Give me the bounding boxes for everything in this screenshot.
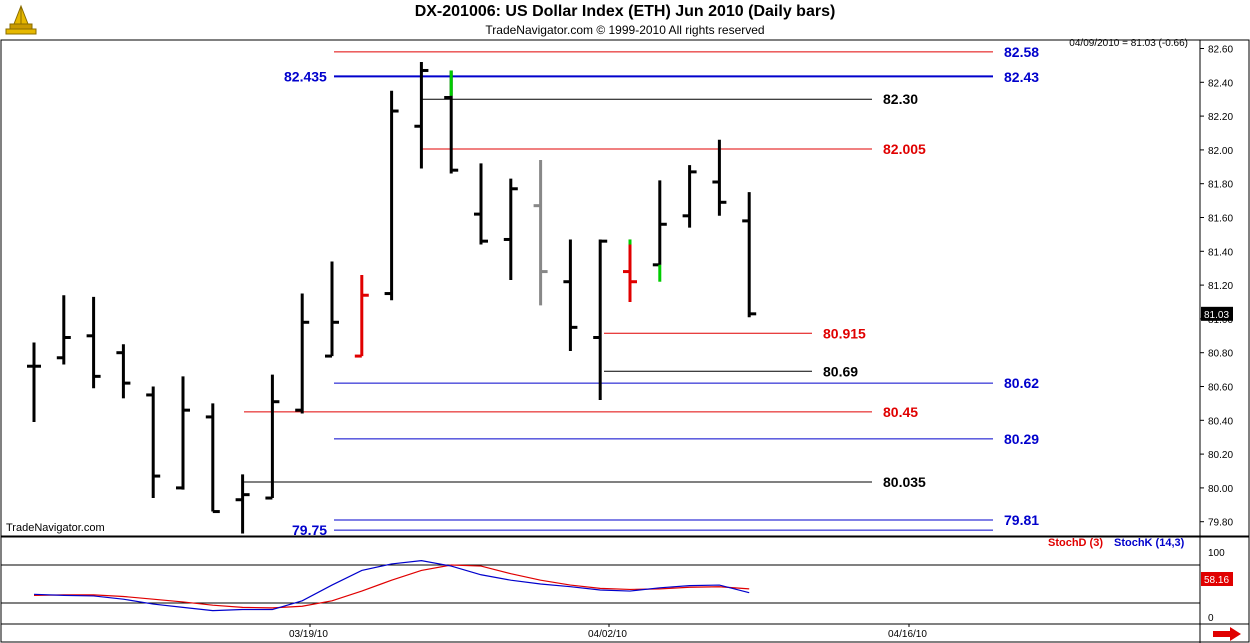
ohlc-bar: [593, 239, 608, 401]
ohlc-bar: [56, 295, 71, 365]
ohlc-bar: [265, 374, 280, 500]
price-axis-tick-label: 81.20: [1208, 281, 1233, 292]
ohlc-bar: [652, 180, 667, 282]
price-axis-tick-label: 81.80: [1208, 180, 1233, 191]
ohlc-bar: [712, 139, 727, 216]
chart-subtitle: TradeNavigator.com © 1999-2010 All right…: [485, 23, 765, 37]
ohlc-bar: [27, 342, 41, 422]
chart-header: DX-201006: US Dollar Index (ETH) Jun 201…: [0, 0, 1250, 40]
stoch-axis-label-100: 100: [1208, 548, 1225, 559]
ohlc-bar: [414, 62, 429, 169]
ohlc-bar: [116, 344, 131, 399]
ohlc-bar: [235, 474, 250, 534]
price-axis-tick-label: 80.00: [1208, 484, 1233, 495]
ohlc-bar: [444, 70, 459, 174]
scroll-right-arrow-icon[interactable]: [1212, 627, 1242, 641]
ohlc-bar: [563, 239, 578, 352]
price-axis-tick-label: 80.60: [1208, 383, 1233, 394]
price-axis-tick-label: 80.40: [1208, 416, 1233, 427]
ohlc-bar: [682, 165, 697, 228]
date-axis-label: 04/16/10: [888, 629, 927, 640]
price-level-label: 80.915: [823, 325, 866, 341]
price-axis-tick-label: 82.40: [1208, 78, 1233, 89]
ohlc-bar: [86, 296, 101, 389]
last-price-label: 81.03: [1204, 310, 1229, 321]
date-axis-frame: [0, 623, 1250, 643]
date-axis-label: 04/02/10: [588, 629, 627, 640]
date-axis-label: 03/19/10: [289, 629, 328, 640]
price-level-label: 80.45: [883, 404, 918, 420]
price-level-label: 80.29: [1004, 431, 1039, 447]
price-level-label: 82.435: [284, 68, 327, 84]
watermark-text: TradeNavigator.com: [6, 522, 105, 534]
tradenavigator-logo-icon: [5, 4, 37, 35]
stoch-d-line: [33, 564, 750, 609]
stoch-axis-label-0: 0: [1208, 613, 1214, 624]
price-level-label: 80.69: [823, 363, 858, 379]
price-axis-tick-label: 79.80: [1208, 518, 1233, 529]
price-axis-tick-label: 81.60: [1208, 214, 1233, 225]
chart-title: DX-201006: US Dollar Index (ETH) Jun 201…: [414, 3, 836, 20]
stoch-last-value-label: 58.16: [1204, 575, 1229, 586]
price-axis-tick-label: 80.20: [1208, 450, 1233, 461]
last-price-status: 04/09/2010 = 81.03 (-0.66): [1069, 38, 1188, 49]
price-level-label: 80.62: [1004, 375, 1039, 391]
price-axis-tick-label: 82.20: [1208, 112, 1233, 123]
price-axis-tick-label: 82.00: [1208, 146, 1233, 157]
stoch-panel-frame: [0, 536, 1250, 625]
price-level-label: 79.81: [1004, 512, 1039, 528]
price-axis-tick-label: 82.60: [1208, 45, 1233, 56]
ohlc-bar: [503, 178, 518, 281]
ohlc-bar: [533, 160, 548, 306]
price-axis-tick-label: 80.80: [1208, 349, 1233, 360]
price-panel-frame: [0, 39, 1250, 537]
price-level-label: 82.005: [883, 141, 926, 157]
price-level-label: 82.43: [1004, 69, 1039, 85]
price-axis-tick-label: 81.40: [1208, 247, 1233, 258]
ohlc-bar: [325, 261, 339, 358]
price-level-label: 80.035: [883, 474, 926, 490]
ohlc-bar: [146, 386, 161, 499]
ohlc-bar: [384, 90, 399, 301]
price-level-label: 82.30: [883, 91, 918, 107]
ohlc-bar: [354, 274, 369, 358]
stoch-last-value-box: [1201, 572, 1233, 586]
ohlc-bar: [295, 293, 310, 414]
ohlc-bar: [176, 376, 190, 490]
stoch-k-legend: StochK (14,3): [1114, 537, 1185, 549]
stoch-d-legend: StochD (3): [1048, 537, 1103, 549]
ohlc-bar: [742, 192, 757, 318]
ohlc-bar: [474, 163, 488, 245]
price-level-label: 82.58: [1004, 44, 1039, 60]
price-level-label: 79.75: [292, 522, 327, 538]
ohlc-bar: [205, 403, 220, 514]
stoch-k-line: [33, 560, 750, 612]
ohlc-bar: [623, 239, 637, 302]
last-price-box: [1201, 306, 1233, 321]
